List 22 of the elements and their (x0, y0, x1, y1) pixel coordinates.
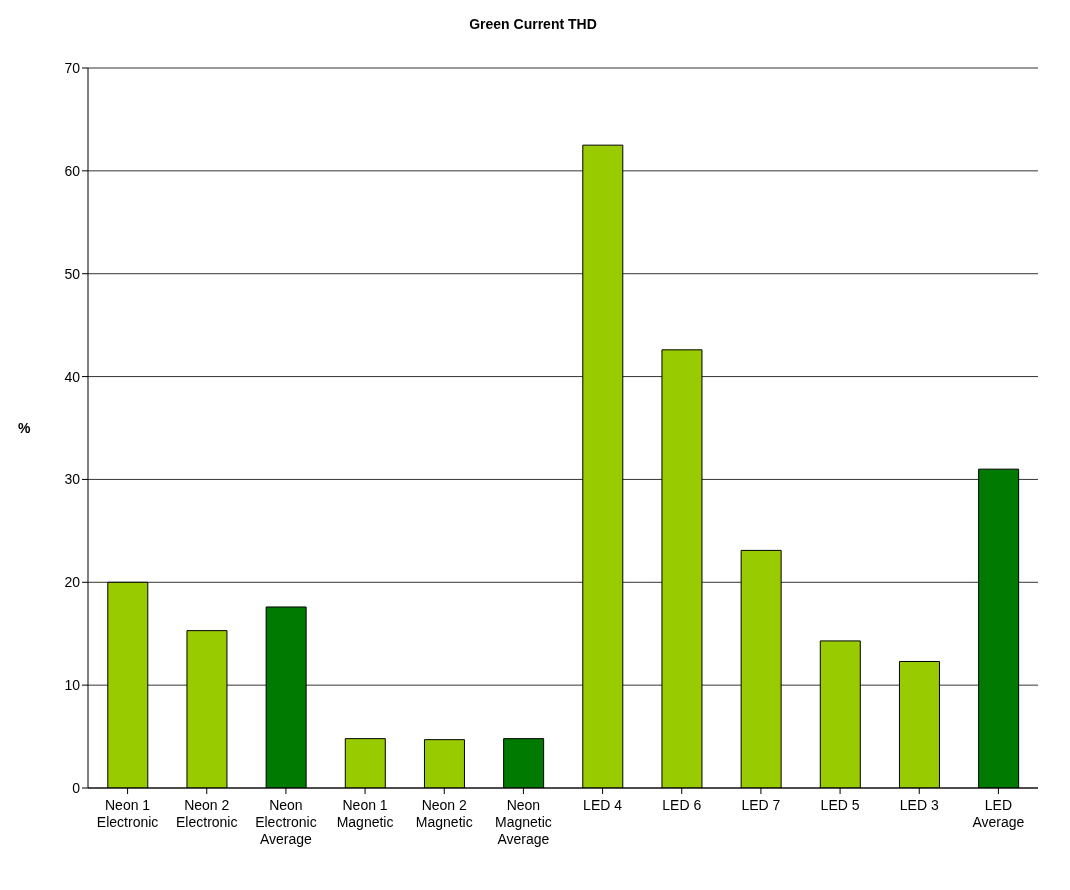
x-tick-label: LED 4 (583, 797, 623, 813)
y-tick-label: 40 (64, 368, 81, 385)
x-tick-label: Neon Magnetic Average (495, 797, 552, 847)
y-tick-label: 0 (72, 779, 81, 796)
x-tick-label: Neon 1 Magnetic (336, 797, 394, 830)
x-tick-label: LED 3 (899, 797, 939, 813)
y-tick-label: 30 (64, 471, 81, 488)
y-axis-title: % (18, 419, 31, 436)
x-tick-label: LED 6 (662, 797, 702, 813)
x-tick-label: LED Average (972, 797, 1025, 830)
x-tick-label: Neon 1 Electronic (96, 797, 159, 830)
chart-title: Green Current THD (468, 16, 598, 32)
x-tick-label: Neon 2 Electronic (176, 797, 238, 830)
x-tick-label: Neon Electronic Average (255, 797, 317, 847)
y-tick-label: 60 (64, 162, 81, 179)
y-tick-label: 70 (64, 59, 81, 76)
y-tick-label: 20 (64, 574, 81, 591)
y-tick-label: 50 (64, 265, 81, 282)
x-tick-label: LED 7 (741, 797, 781, 813)
y-tick-label: 10 (64, 677, 81, 694)
x-tick-label: Neon 2 Magnetic (415, 797, 473, 830)
x-tick-label: LED 5 (820, 797, 860, 813)
